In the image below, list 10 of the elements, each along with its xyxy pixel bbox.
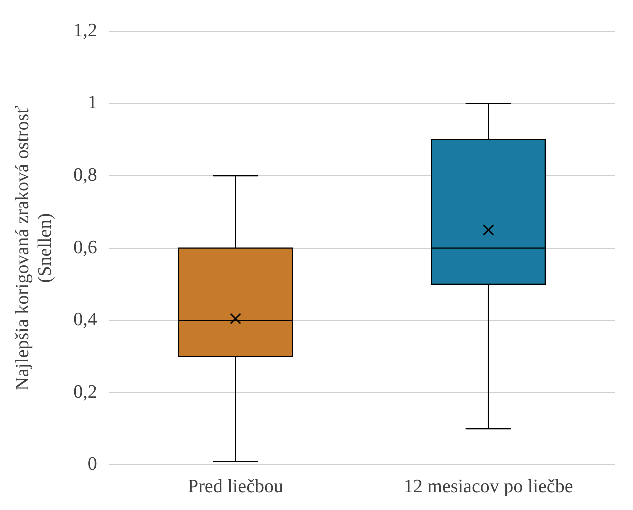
y-tick-label: 1 bbox=[88, 92, 98, 114]
y-tick-label: 0,4 bbox=[74, 310, 98, 331]
y-tick-label: 0 bbox=[88, 454, 98, 476]
y-tick-label: 0,6 bbox=[74, 237, 98, 258]
x-tick-label: Pred liečbou bbox=[188, 476, 284, 498]
x-tick-label: 12 mesiacov po liečbe bbox=[404, 476, 574, 498]
y-tick-label: 0,2 bbox=[74, 382, 98, 403]
y-tick-label: 0,8 bbox=[74, 164, 98, 186]
y-axis-title: Najlepšia korigovaná zraková ostrosť (Snellen) bbox=[12, 106, 56, 391]
y-tick-label: 1,2 bbox=[74, 20, 98, 42]
